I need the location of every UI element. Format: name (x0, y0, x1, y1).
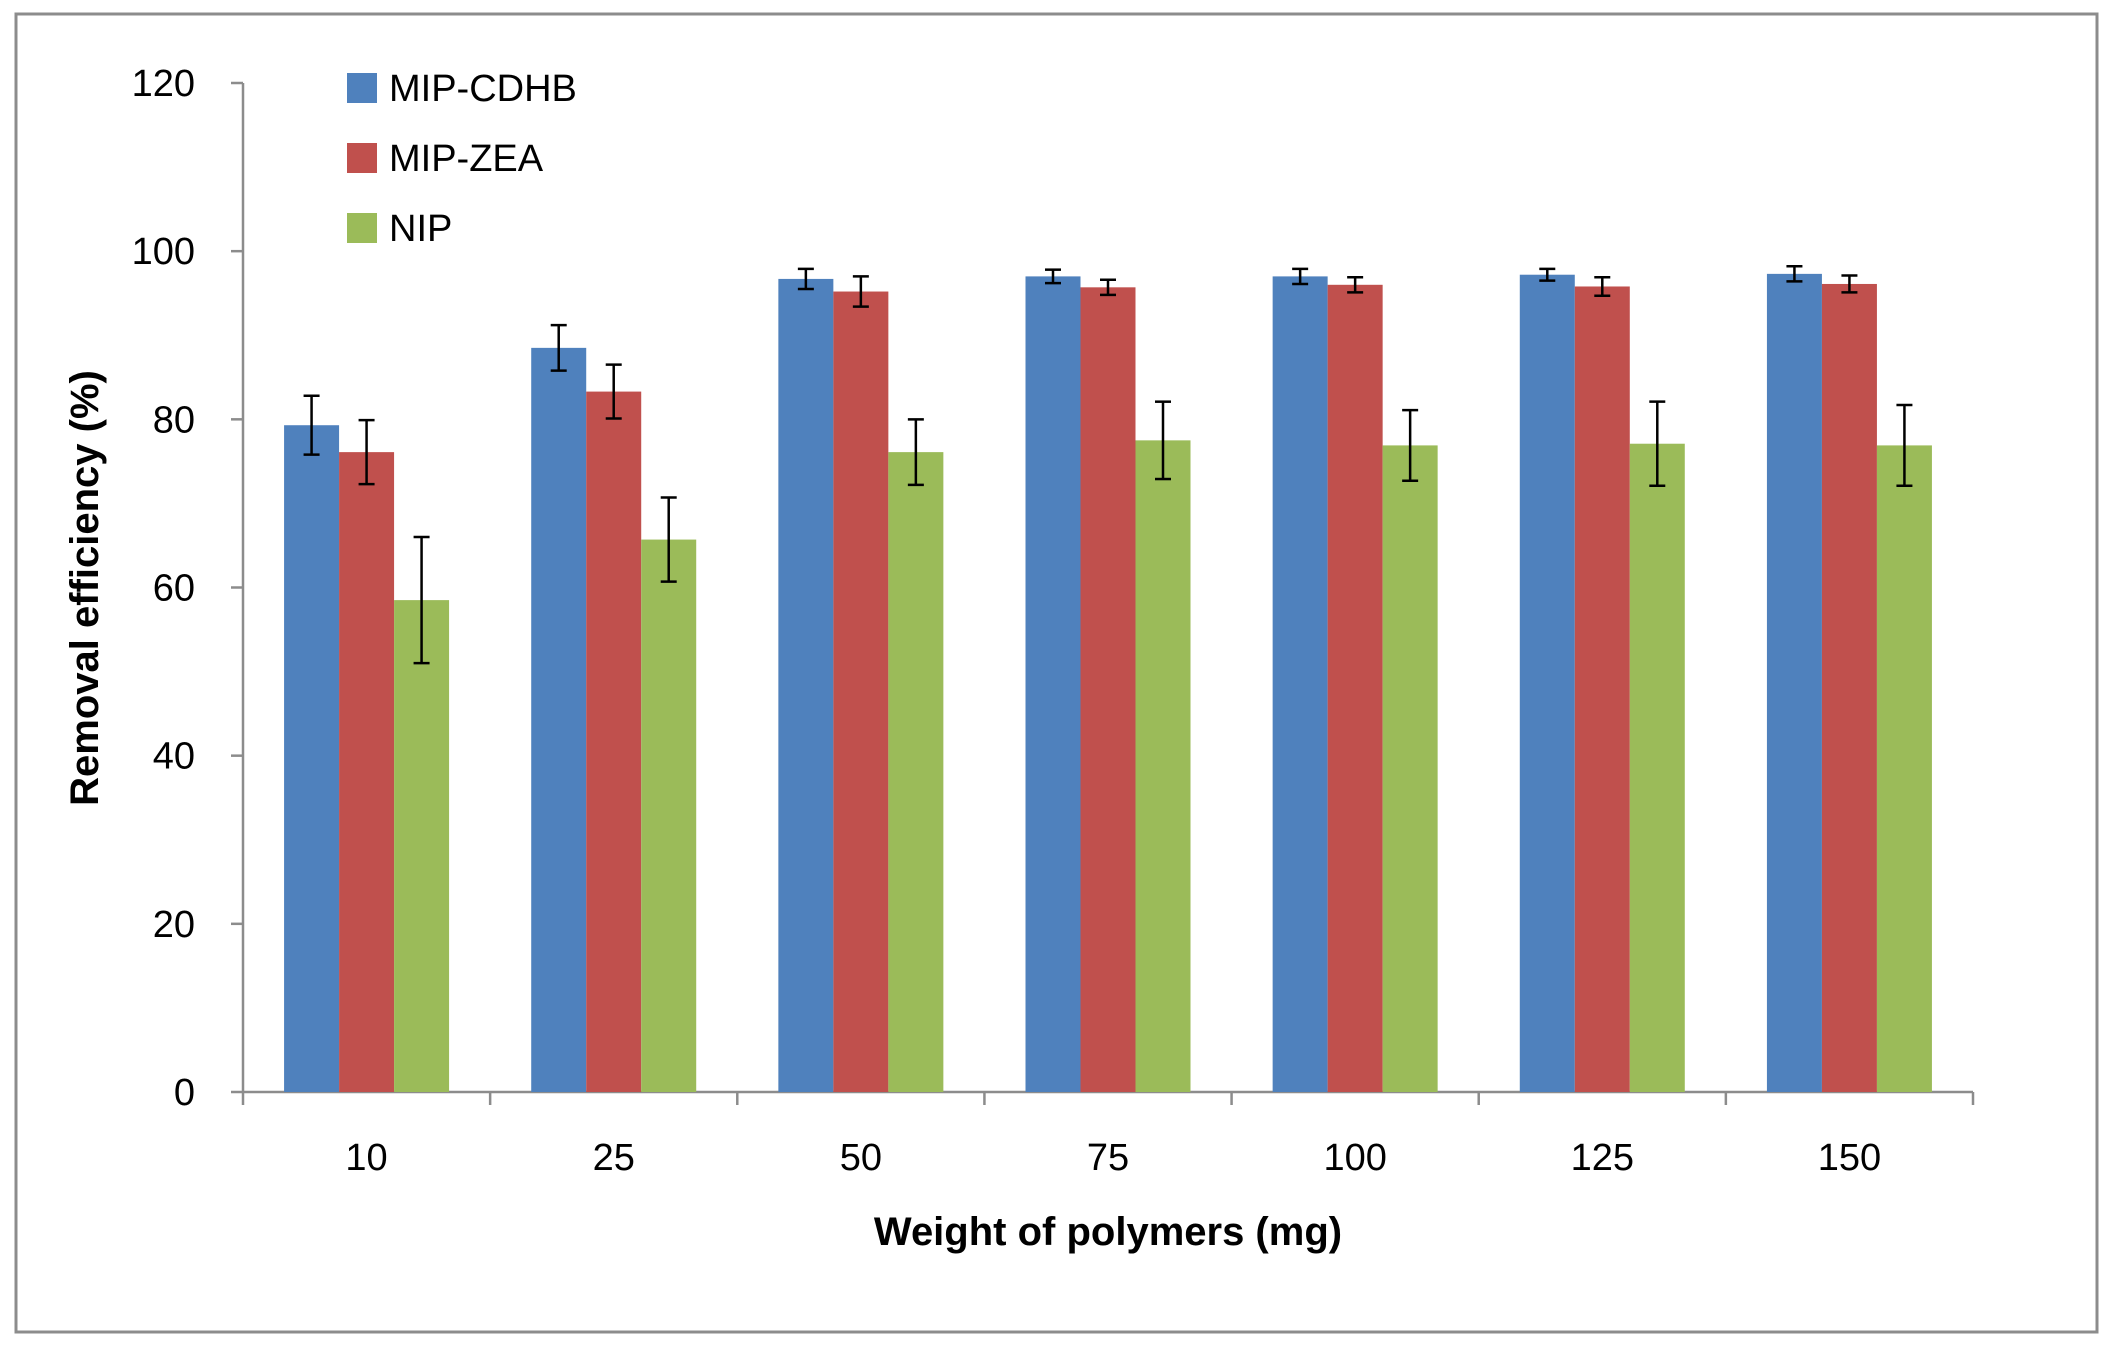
bar (778, 278, 834, 1092)
x-tick-label: 10 (345, 1137, 387, 1179)
legend-label: MIP-ZEA (389, 138, 544, 180)
y-tick-label: 80 (153, 399, 195, 441)
bar (1574, 286, 1630, 1092)
legend-swatch (347, 143, 377, 173)
bar (1821, 283, 1877, 1092)
x-tick-label: 50 (840, 1137, 882, 1179)
y-tick-label: 60 (153, 568, 195, 610)
y-tick-label: 40 (153, 736, 195, 778)
plot-area: 0 20 40 60 80 100 120 10 25 50 75 100 125 150 (132, 63, 1975, 1179)
y-axis-title: Removal efficiency (%) (63, 370, 107, 806)
bar (284, 425, 340, 1092)
x-tick-label: 125 (1571, 1137, 1634, 1179)
bar (833, 291, 889, 1092)
legend: MIP-CDHB MIP-ZEA NIP (347, 68, 577, 250)
bar (1876, 445, 1932, 1092)
bar (1080, 287, 1136, 1092)
bar (1135, 440, 1191, 1093)
x-tick-label: 25 (593, 1137, 635, 1179)
x-axis-title: Weight of polymers (mg) (874, 1210, 1342, 1254)
bar (1766, 273, 1822, 1093)
bar (394, 600, 450, 1092)
bar (641, 539, 697, 1092)
y-tick-label: 20 (153, 904, 195, 946)
x-tick-label: 100 (1323, 1137, 1386, 1179)
bar (888, 452, 944, 1092)
y-tick-label: 0 (174, 1072, 195, 1114)
bar (1327, 284, 1383, 1092)
bar (586, 391, 642, 1093)
y-tick-label: 100 (132, 231, 195, 273)
legend-label: NIP (389, 208, 452, 250)
bar (1025, 276, 1081, 1092)
bar (339, 452, 395, 1092)
legend-label: MIP-CDHB (389, 68, 577, 110)
x-tick-label: 150 (1818, 1137, 1881, 1179)
y-tick-label: 120 (132, 63, 195, 105)
legend-swatch (347, 73, 377, 103)
bar (1382, 445, 1438, 1092)
bar (531, 347, 587, 1092)
legend-swatch (347, 213, 377, 243)
bar (1629, 443, 1685, 1092)
bar (1272, 276, 1328, 1092)
bar (1519, 274, 1575, 1093)
x-tick-label: 75 (1087, 1137, 1129, 1179)
